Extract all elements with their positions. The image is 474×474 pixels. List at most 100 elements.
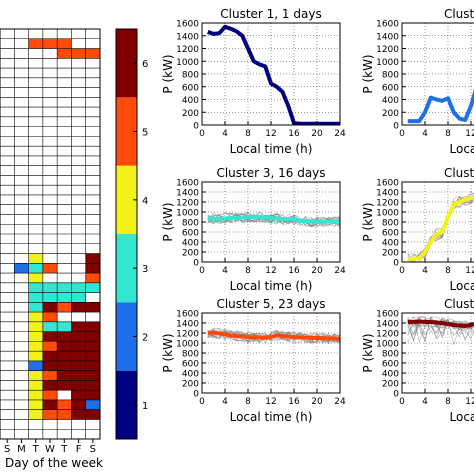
x-tick-label: 12 bbox=[465, 266, 474, 276]
y-tick-label: 1000 bbox=[376, 58, 399, 68]
calendar-cell bbox=[28, 273, 43, 283]
x-tick-label: 0 bbox=[199, 129, 205, 139]
y-tick-label: 0 bbox=[193, 122, 199, 132]
x-tick-label: 12 bbox=[265, 266, 276, 276]
calendar-cell bbox=[42, 341, 58, 352]
calendar-cell bbox=[42, 390, 58, 400]
day-tick-label: M bbox=[17, 444, 26, 455]
x-tick-label: 24 bbox=[334, 129, 346, 139]
calendar-cell bbox=[42, 370, 58, 381]
calendar-cell bbox=[85, 390, 101, 400]
y-tick-label: 1400 bbox=[176, 189, 199, 199]
calendar-cell bbox=[42, 38, 58, 49]
panel-xlabel: Local time (h) bbox=[230, 410, 313, 424]
y-tick-label: 200 bbox=[182, 249, 199, 259]
calendar-xlabel: Day of the week bbox=[5, 456, 103, 470]
calendar-cell bbox=[42, 263, 58, 274]
y-tick-label: 1400 bbox=[176, 32, 199, 42]
x-tick-label: 20 bbox=[311, 266, 323, 276]
calendar-cell bbox=[71, 409, 86, 420]
y-tick-label: 800 bbox=[382, 350, 399, 360]
calendar-cell bbox=[28, 253, 43, 264]
x-tick-label: 16 bbox=[288, 266, 300, 276]
y-tick-label: 0 bbox=[193, 259, 199, 269]
y-tick-label: 1600 bbox=[376, 310, 399, 320]
panel-title: Cluster 2 bbox=[444, 7, 474, 21]
y-tick-label: 1200 bbox=[176, 45, 199, 55]
calendar-cell bbox=[28, 351, 43, 361]
calendar-cell bbox=[85, 399, 101, 410]
calendar-cell bbox=[57, 292, 72, 303]
calendar-cell bbox=[71, 370, 86, 381]
panel-xlabel: Local ti bbox=[450, 279, 474, 293]
panel-title: Cluster 3, 16 days bbox=[216, 166, 325, 180]
x-tick-label: 20 bbox=[311, 129, 323, 139]
panel-ylabel: P (kW) bbox=[361, 202, 375, 241]
colorbar-tick-label: 5 bbox=[142, 128, 148, 139]
y-tick-label: 0 bbox=[393, 122, 399, 132]
calendar-cell bbox=[28, 370, 43, 381]
panel-ylabel: P (kW) bbox=[361, 333, 375, 372]
calendar-cell bbox=[28, 331, 43, 342]
member-curve bbox=[207, 330, 340, 344]
calendar-cell bbox=[71, 390, 86, 400]
calendar-cell bbox=[57, 331, 72, 342]
y-tick-label: 1600 bbox=[176, 20, 199, 30]
calendar-cell bbox=[71, 351, 86, 361]
y-tick-label: 400 bbox=[382, 96, 399, 106]
x-tick-label: 20 bbox=[311, 397, 323, 407]
y-tick-label: 200 bbox=[182, 380, 199, 390]
cluster-panel: 0200400600800100012001400160004812162024… bbox=[361, 297, 474, 424]
x-tick-label: 8 bbox=[445, 397, 451, 407]
calendar-cell bbox=[28, 390, 43, 400]
x-tick-label: 4 bbox=[222, 266, 228, 276]
calendar-cell bbox=[42, 321, 58, 332]
y-tick-label: 1000 bbox=[176, 340, 199, 350]
panel-ylabel: P (kW) bbox=[161, 333, 175, 372]
y-tick-label: 1600 bbox=[176, 179, 199, 189]
y-tick-label: 1200 bbox=[376, 45, 399, 55]
calendar-cell bbox=[42, 292, 58, 303]
y-tick-label: 0 bbox=[193, 390, 199, 400]
cluster-mean-line bbox=[207, 24, 340, 125]
y-tick-label: 800 bbox=[382, 219, 399, 229]
colorbar-tick-label: 1 bbox=[142, 401, 148, 412]
panel-title: Cluster 4 bbox=[444, 166, 474, 180]
calendar-cell bbox=[71, 292, 86, 303]
panel-title: Cluster 1, 1 days bbox=[220, 7, 321, 21]
panel-ylabel: P (kW) bbox=[161, 54, 175, 93]
day-tick-label: S bbox=[90, 444, 96, 455]
calendar-cell bbox=[28, 282, 43, 293]
panel-ylabel: P (kW) bbox=[361, 54, 375, 93]
calendar-cell bbox=[42, 399, 58, 410]
x-tick-label: 12 bbox=[465, 129, 474, 139]
cluster-panel: 0200400600800100012001400160004812162024… bbox=[361, 166, 474, 293]
x-tick-label: 0 bbox=[399, 266, 405, 276]
colorbar-tick-label: 3 bbox=[142, 264, 148, 275]
y-tick-label: 1400 bbox=[376, 189, 399, 199]
x-tick-label: 24 bbox=[334, 397, 346, 407]
calendar-cell bbox=[57, 351, 72, 361]
calendar-cell bbox=[42, 282, 58, 293]
calendar-cell bbox=[42, 302, 58, 313]
calendar-cell bbox=[71, 321, 86, 332]
calendar-cell bbox=[85, 351, 101, 361]
calendar-cell bbox=[85, 370, 101, 381]
y-tick-label: 600 bbox=[382, 360, 399, 370]
calendar-cell bbox=[85, 48, 101, 59]
y-tick-label: 1400 bbox=[376, 32, 399, 42]
colorbar-segment bbox=[116, 370, 137, 439]
y-tick-label: 1600 bbox=[376, 20, 399, 30]
y-tick-label: 600 bbox=[182, 360, 199, 370]
calendar-cell bbox=[42, 331, 58, 342]
x-tick-label: 4 bbox=[222, 397, 228, 407]
x-tick-label: 16 bbox=[288, 397, 300, 407]
day-tick-label: T bbox=[32, 444, 40, 455]
calendar-cell bbox=[71, 380, 86, 391]
y-tick-label: 1000 bbox=[176, 209, 199, 219]
calendar-cell bbox=[71, 302, 86, 313]
y-tick-label: 1400 bbox=[376, 320, 399, 330]
calendar-cell bbox=[85, 282, 101, 293]
y-tick-label: 1600 bbox=[376, 179, 399, 189]
